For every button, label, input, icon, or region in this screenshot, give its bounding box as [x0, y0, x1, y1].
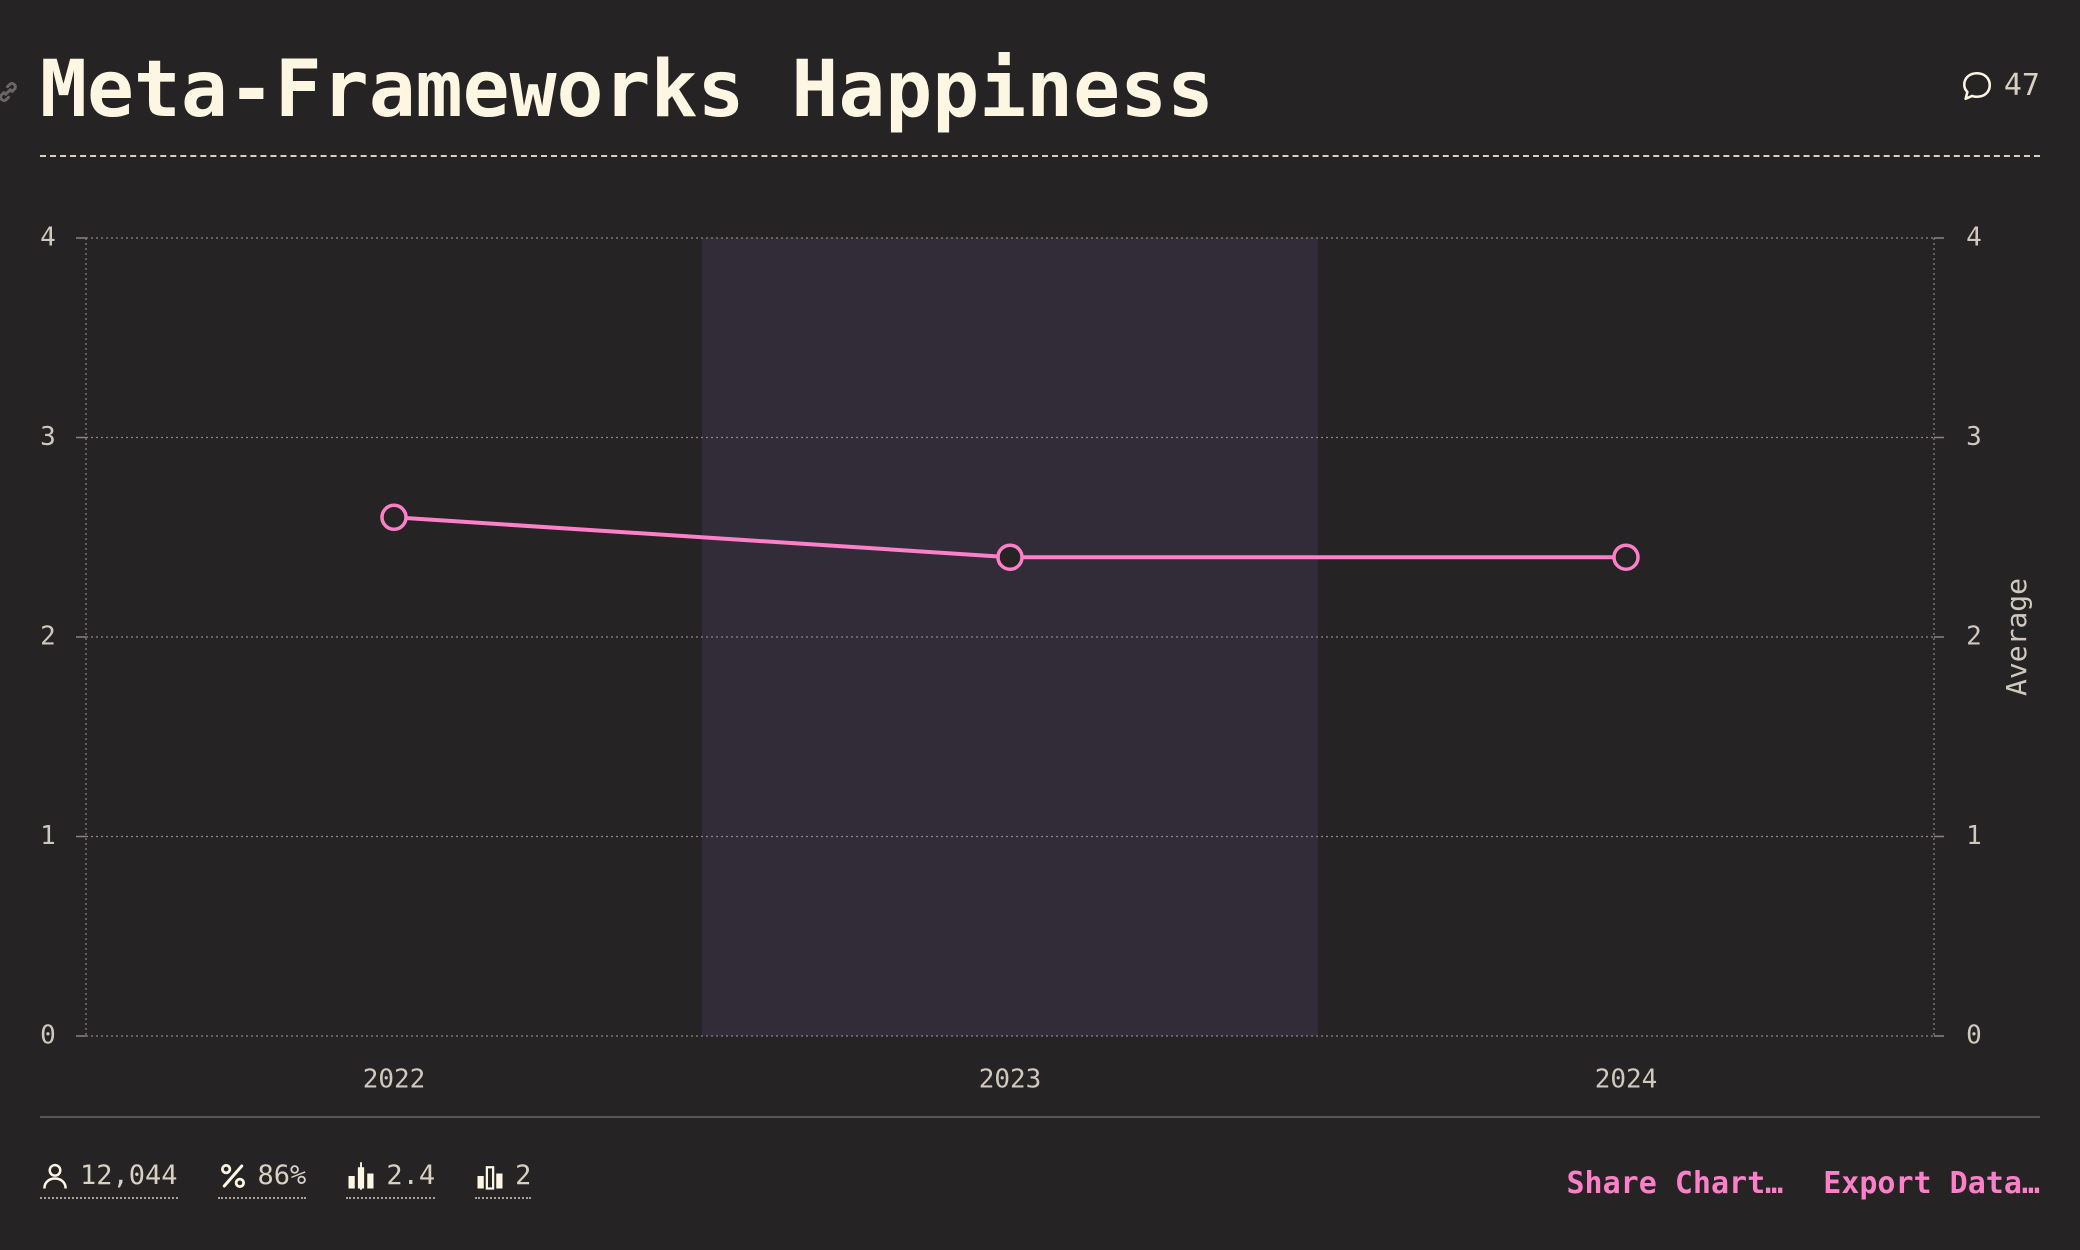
link-icon[interactable] — [0, 78, 22, 106]
median-bars-icon — [477, 1165, 503, 1190]
comment-icon — [1962, 71, 1991, 100]
y-tick-label-right: 4 — [1966, 223, 1982, 253]
y-tick-label-right: 2 — [1966, 622, 1982, 652]
average-bars-icon — [348, 1161, 374, 1190]
highlight-band — [702, 238, 1318, 1036]
median-value: 2 — [515, 1160, 532, 1191]
title-divider — [40, 155, 2040, 157]
export-data-button[interactable]: Export Data… — [1823, 1166, 2040, 1201]
y-tick-label-left: 1 — [40, 821, 56, 851]
percent-icon — [220, 1163, 245, 1188]
percentage-stat[interactable]: 86% — [217, 1160, 307, 1199]
x-tick-label: 2023 — [979, 1065, 1042, 1095]
chart-footer-divider — [40, 1116, 2040, 1118]
average-value: 2.4 — [386, 1160, 436, 1191]
data-point — [380, 503, 408, 532]
page-title: Meta-Frameworks Happiness — [40, 45, 1214, 135]
comment-count: 47 — [2003, 68, 2040, 103]
y-tick-label-left: 3 — [40, 422, 56, 452]
stats-bar: 12,044 86% 2.4 2 — [40, 1160, 532, 1199]
y-tick-label-right: 0 — [1966, 1021, 1982, 1051]
y-tick-label-right: 1 — [1966, 821, 1982, 851]
respondents-value: 12,044 — [80, 1160, 178, 1191]
line-chart: 0 0 1 1 2 2 3 3 4 4 Average 2022 2023 2024 — [40, 223, 2033, 1095]
data-point — [996, 543, 1024, 571]
comments-button[interactable]: 47 — [1960, 68, 2040, 103]
data-point — [1612, 543, 1640, 571]
median-stat[interactable]: 2 — [475, 1160, 532, 1199]
share-chart-button[interactable]: Share Chart… — [1566, 1166, 1784, 1201]
x-tick-label: 2022 — [363, 1065, 426, 1095]
y-tick-label-left: 4 — [40, 223, 56, 253]
y-tick-label-right: 3 — [1966, 422, 1982, 452]
percentage-value: 86% — [257, 1160, 307, 1191]
y-tick-label-left: 2 — [40, 622, 56, 652]
user-icon — [43, 1163, 67, 1189]
chart-actions: Share Chart… Export Data… — [1567, 1166, 2041, 1201]
y-tick-label-left: 0 — [40, 1021, 56, 1051]
respondents-stat[interactable]: 12,044 — [40, 1160, 178, 1199]
x-tick-label: 2024 — [1595, 1065, 1658, 1095]
y-axis-title: Average — [2000, 578, 2033, 696]
average-stat[interactable]: 2.4 — [346, 1160, 436, 1199]
